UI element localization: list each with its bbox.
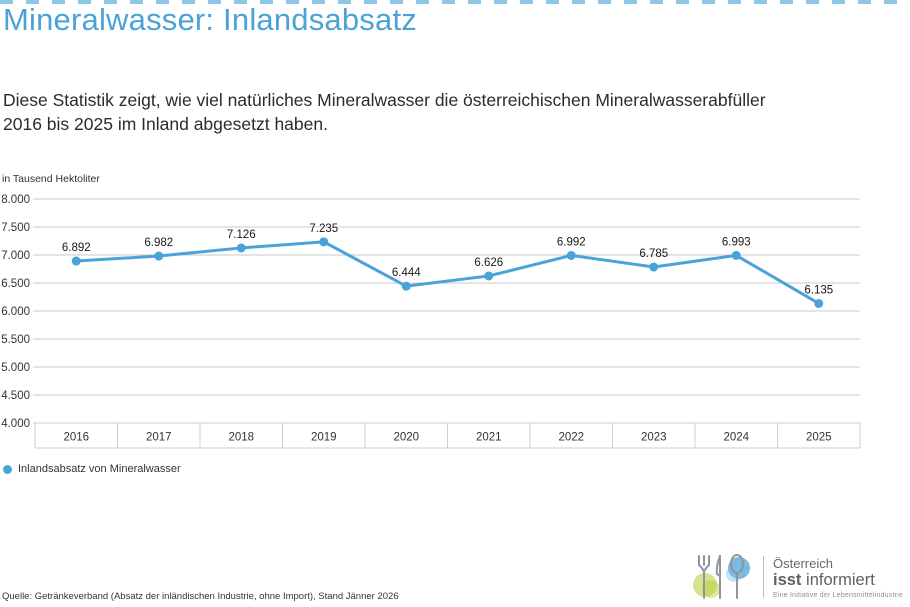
source-note: Quelle: Getränkeverband (Absatz der inlä… <box>2 591 399 602</box>
y-tick-label: 4.500 <box>1 390 30 402</box>
blue-circle-icon <box>728 557 750 579</box>
line-chart: 8.000 7.500 7.000 6.500 6.000 5.500 5.000 4.500… <box>1 194 861 449</box>
x-tick-label: 2019 <box>311 432 337 444</box>
data-label: 6.135 <box>804 284 833 296</box>
y-tick-label: 7.500 <box>1 222 30 234</box>
y-tick-label: 6.000 <box>1 306 30 318</box>
y-tick-label: 5.000 <box>1 362 30 374</box>
data-point <box>236 243 246 253</box>
y-tick-label: 8.000 <box>1 194 30 206</box>
x-tick-label: 2025 <box>806 432 832 444</box>
data-point <box>649 262 659 272</box>
data-label: 6.444 <box>392 267 421 279</box>
y-tick-label: 6.500 <box>1 278 30 290</box>
x-tick-label: 2016 <box>63 432 89 444</box>
data-label: 7.235 <box>309 223 338 235</box>
top-accent-strip <box>0 0 910 4</box>
logo-tagline: Eine Initiative der Lebensmittelindustri… <box>773 591 903 599</box>
x-axis-cell <box>777 422 861 449</box>
chart-description: Diese Statistik zeigt, wie viel natürlic… <box>3 90 766 134</box>
x-tick-label: 2021 <box>476 432 502 444</box>
fork-icon <box>698 555 710 599</box>
data-label: 7.126 <box>227 229 256 241</box>
brand-logo: Österreich isst informiert Eine Initiati… <box>692 552 903 602</box>
data-point <box>319 237 329 247</box>
y-tick-label: 5.500 <box>1 334 30 346</box>
legend-dot-icon <box>3 464 12 474</box>
y-axis-unit-label: in Tausend Hektoliter <box>2 173 100 185</box>
data-label: 6.993 <box>722 236 751 248</box>
x-tick-label: 2022 <box>558 432 584 444</box>
logo-text: Österreich isst informiert Eine Initiati… <box>773 556 903 599</box>
x-tick-label: 2024 <box>723 432 749 444</box>
legend: Inlandsabsatz von Mineralwasser <box>3 463 181 475</box>
data-point <box>401 281 411 291</box>
data-label: 6.982 <box>144 237 173 249</box>
logo-divider <box>763 556 764 598</box>
data-point <box>154 251 164 261</box>
spoon-icon <box>730 554 744 599</box>
logo-claim: isst informiert <box>773 570 875 589</box>
x-tick-label: 2018 <box>228 432 254 444</box>
data-label: 6.626 <box>474 257 503 269</box>
legend-label: Inlandsabsatz von Mineralwasser <box>18 463 181 475</box>
x-tick-label: 2020 <box>393 432 419 444</box>
cutlery-icon <box>693 554 750 599</box>
data-label: 6.892 <box>62 242 91 254</box>
data-point <box>731 250 741 260</box>
data-label: 6.785 <box>639 248 668 260</box>
knife-icon <box>715 555 721 599</box>
y-tick-label: 7.000 <box>1 250 30 262</box>
data-point <box>814 298 824 308</box>
y-tick-label: 4.000 <box>1 418 30 430</box>
data-line <box>74 240 821 305</box>
x-tick-label: 2023 <box>641 432 667 444</box>
data-point <box>484 271 494 281</box>
page-title: Mineralwasser: Inlandsabsatz <box>3 2 417 37</box>
logo-country: Österreich <box>773 555 833 571</box>
data-point <box>566 250 576 260</box>
data-point <box>71 256 81 266</box>
data-label: 6.992 <box>557 236 586 248</box>
x-tick-label: 2017 <box>146 432 172 444</box>
